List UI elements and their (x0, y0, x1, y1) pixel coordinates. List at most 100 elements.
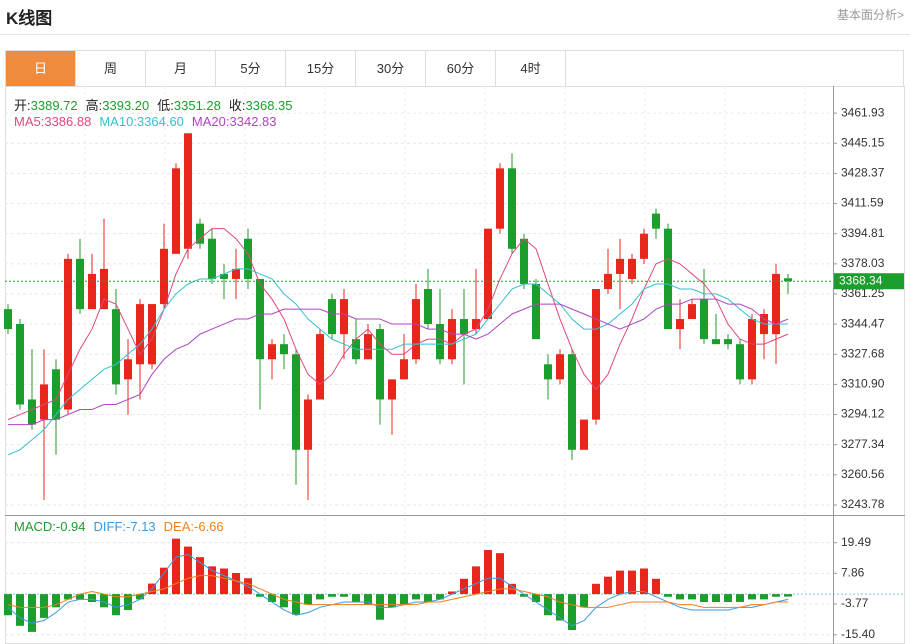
legend-label: DEA: (163, 519, 195, 534)
candle-body (232, 268, 240, 279)
candle-body (160, 248, 168, 305)
candle-body (532, 283, 540, 340)
legend-label: DIFF: (93, 519, 127, 534)
macd-bar (640, 568, 648, 595)
macd-bar (208, 566, 216, 595)
y-tick-label: 3243.78 (841, 497, 885, 511)
y-tick-label: 3445.15 (841, 135, 885, 149)
candle-body (460, 319, 468, 335)
period-tab[interactable]: 周 (76, 51, 146, 86)
info-value: 3368.35 (245, 98, 293, 113)
macd-bar (304, 594, 312, 605)
candle-body (508, 168, 516, 249)
candle-body (328, 299, 336, 335)
macd-bar (700, 594, 708, 603)
period-tabs: 日周月 5分 15分 30分 60分 4时 (5, 50, 904, 86)
macd-bar (220, 568, 228, 595)
last-price-label: 3368.34 (839, 273, 883, 287)
candle-body (136, 304, 144, 365)
candle-body (196, 223, 204, 244)
candle-body (640, 233, 648, 259)
candle-body (604, 273, 612, 290)
candle-body (76, 258, 84, 310)
y-tick-label: 3327.68 (841, 346, 885, 360)
macd-bar (256, 594, 264, 597)
ohlc-info: 开:3389.72 高:3393.20 低:3351.28 收:3368.35 (14, 95, 301, 114)
y-tick-label: 3344.47 (841, 316, 885, 330)
period-tab[interactable]: 日 (6, 51, 76, 86)
legend-label: MACD: (14, 519, 56, 534)
ma-line (7, 268, 788, 456)
macd-bar (64, 594, 72, 600)
candle-body (652, 213, 660, 229)
macd-bar (664, 594, 672, 597)
period-tab[interactable]: 15分 (286, 51, 356, 86)
info-value: 3393.20 (102, 98, 150, 113)
candle-body (316, 334, 324, 400)
period-tab[interactable]: 30分 (356, 51, 426, 86)
macd-bar (268, 594, 276, 603)
ma-line (8, 298, 789, 426)
y-tick-label: 7.86 (841, 566, 865, 580)
macd-bar (748, 594, 756, 600)
macd-bar (676, 594, 684, 600)
macd-bar (448, 591, 456, 595)
candle-body (208, 238, 216, 279)
candle-body (88, 273, 96, 310)
period-tab[interactable]: 5分 (216, 51, 286, 86)
macd-bar (688, 594, 696, 600)
candle-body (712, 339, 720, 345)
candle-body (592, 289, 600, 420)
macd-bar (28, 594, 36, 632)
macd-bar (40, 594, 48, 618)
candle-body (484, 228, 492, 320)
candle-body (280, 344, 288, 355)
divider (0, 34, 910, 35)
candle-body (64, 258, 72, 410)
candle-body (244, 238, 252, 279)
candle-body (112, 309, 120, 385)
ma-line (7, 228, 789, 421)
candle-body (748, 319, 756, 380)
macd-bar (172, 538, 180, 595)
candle-body (388, 379, 396, 400)
candle-body (292, 354, 300, 450)
last-price-box (834, 273, 904, 290)
info-label: 开: (14, 98, 31, 113)
y-tick-label: 3394.81 (841, 226, 885, 240)
y-tick-label: 3411.59 (841, 196, 884, 210)
candle-body (16, 324, 24, 405)
macd-bar (592, 583, 600, 595)
macd-legend: MACD:-0.94 DIFF:-7.13 DEA:-6.66 (14, 519, 232, 534)
candle-body (700, 299, 708, 340)
macd-bar (784, 594, 792, 597)
macd-bar (76, 594, 84, 600)
macd-bar (136, 594, 144, 600)
macd-bar (388, 594, 396, 608)
macd-line (7, 553, 789, 627)
candle-body (580, 419, 588, 450)
macd-bar (100, 594, 108, 608)
candle-body (772, 273, 780, 335)
macd-bar (484, 550, 492, 595)
candle-body (376, 329, 384, 400)
y-tick-label: 3310.90 (841, 377, 885, 391)
macd-bar (124, 594, 132, 610)
macd-bar (616, 570, 624, 595)
period-tab[interactable]: 4时 (496, 51, 566, 86)
candle-body (448, 319, 456, 360)
info-value: 3351.28 (173, 98, 221, 113)
candle-body (400, 359, 408, 380)
candle-body (100, 268, 108, 310)
period-tab[interactable]: 月 (146, 51, 216, 86)
candle-body (256, 278, 264, 360)
legend-value: 3342.83 (229, 114, 277, 129)
fundamental-link[interactable]: 基本面分析> (836, 8, 904, 22)
candle-body (568, 354, 576, 450)
candle-body (268, 344, 276, 360)
candle-body (304, 399, 312, 450)
period-tab[interactable]: 60分 (426, 51, 496, 86)
y-tick-label: 3260.56 (841, 467, 885, 481)
macd-bar (736, 594, 744, 603)
